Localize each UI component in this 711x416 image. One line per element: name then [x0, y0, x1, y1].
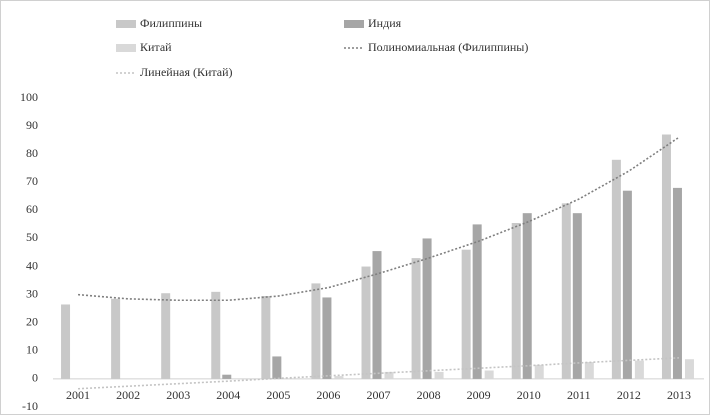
bar	[311, 283, 321, 379]
bar	[411, 258, 421, 379]
legend-label: Линейная (Китай)	[140, 65, 233, 79]
bar	[511, 223, 521, 379]
bar	[384, 371, 394, 379]
legend-swatch	[116, 44, 136, 52]
legend-label: Китай	[140, 40, 172, 54]
x-tick-label: 2009	[467, 388, 491, 402]
bar	[322, 297, 332, 379]
legend-swatch	[344, 20, 364, 28]
bar	[422, 238, 432, 379]
x-tick-label: 2010	[517, 388, 541, 402]
bar	[372, 251, 382, 379]
x-tick-label: 2012	[617, 388, 641, 402]
bar	[661, 134, 671, 379]
trend-line	[77, 136, 680, 302]
x-tick-label: 2013	[667, 388, 691, 402]
bar	[461, 249, 471, 379]
x-tick-label: 2004	[216, 388, 240, 402]
bar	[161, 293, 171, 379]
legend-label: Полиномиальная (Филиппины)	[368, 40, 528, 54]
y-tick-label: 60	[26, 202, 38, 216]
y-tick-label: 70	[26, 174, 38, 188]
x-tick-label: 2007	[367, 388, 391, 402]
bar	[434, 371, 444, 379]
bar	[611, 159, 621, 379]
y-tick-label: 50	[26, 230, 38, 244]
bar	[534, 364, 544, 379]
y-tick-label: 30	[26, 286, 38, 300]
y-tick-label: 20	[26, 314, 38, 328]
y-tick-label: 0	[32, 371, 38, 385]
bar	[584, 362, 594, 379]
bar	[211, 291, 221, 379]
x-tick-label: 2003	[166, 388, 190, 402]
bar	[334, 376, 344, 379]
bar	[684, 359, 694, 379]
y-tick-label: 100	[20, 90, 38, 104]
bar	[261, 296, 271, 379]
bar	[672, 187, 682, 379]
legend-label: Филиппины	[140, 16, 202, 30]
x-tick-label: 2002	[116, 388, 140, 402]
bar	[522, 213, 532, 379]
bar	[622, 190, 632, 379]
x-tick-label: 2006	[316, 388, 340, 402]
bar	[61, 304, 71, 379]
legend-swatch	[116, 20, 136, 28]
bar	[222, 374, 232, 379]
bar	[472, 224, 482, 379]
y-tick-label: 80	[26, 146, 38, 160]
y-tick-label: 40	[26, 258, 38, 272]
x-tick-label: 2005	[266, 388, 290, 402]
y-tick-label: 90	[26, 118, 38, 132]
x-tick-label: 2001	[66, 388, 90, 402]
bar	[634, 360, 644, 379]
legend-label: Индия	[368, 16, 402, 30]
bar	[572, 213, 582, 379]
y-tick-label: -10	[22, 399, 38, 413]
x-tick-label: 2008	[417, 388, 441, 402]
bar	[272, 356, 282, 379]
bar	[111, 298, 121, 379]
x-tick-label: 2011	[567, 388, 591, 402]
y-tick-label: 10	[26, 343, 38, 357]
trend-line	[77, 357, 680, 390]
bar	[561, 203, 571, 379]
bar	[484, 370, 494, 379]
bar	[361, 266, 371, 379]
